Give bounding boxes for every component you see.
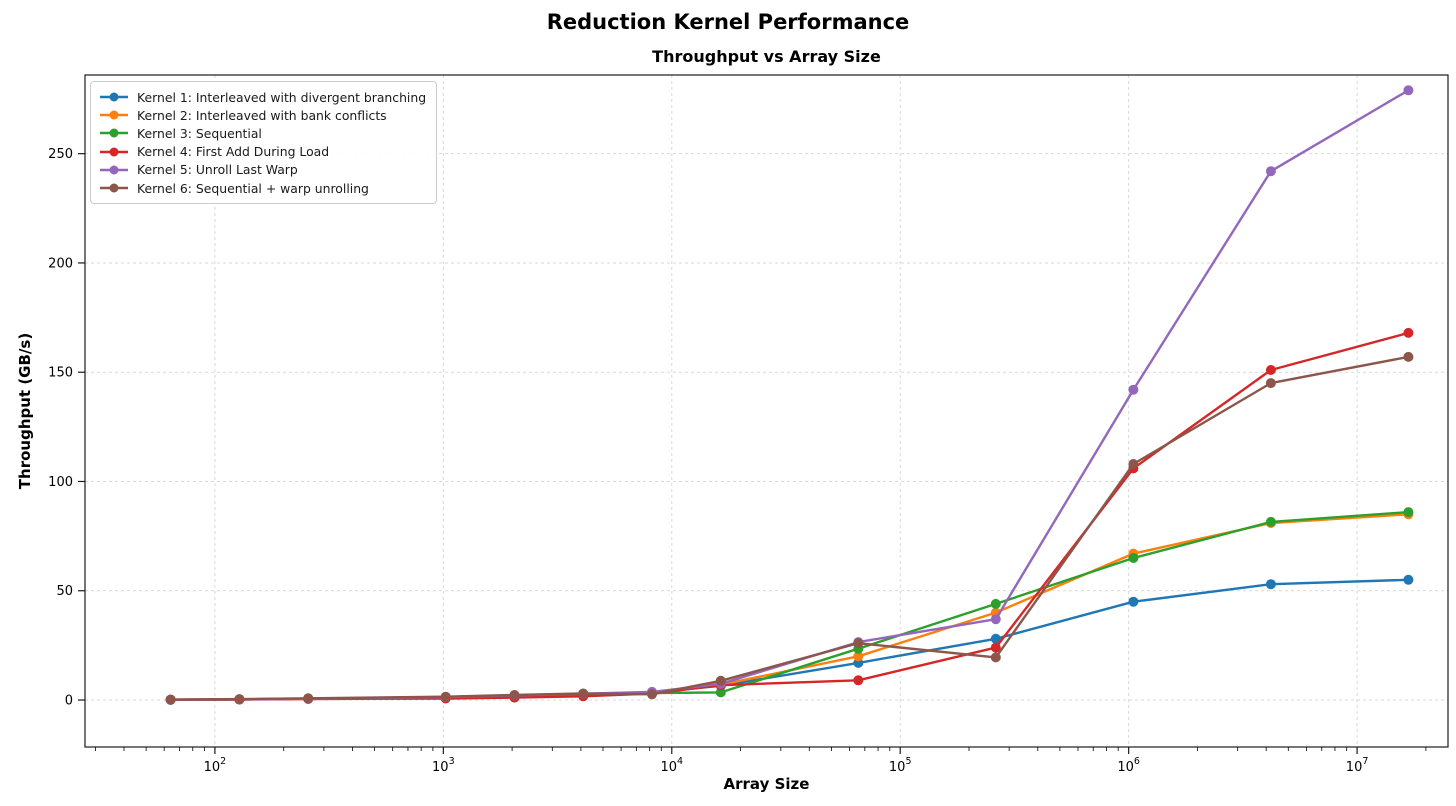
y-tick-label: 250: [48, 147, 73, 162]
figure-title: Reduction Kernel Performance: [546, 10, 910, 34]
legend-swatch-icon: [100, 92, 128, 102]
data-point: [1403, 351, 1414, 362]
x-tick-label: 102: [204, 756, 227, 775]
data-point: [165, 694, 176, 705]
data-point: [715, 675, 726, 686]
x-tick-label: 106: [1117, 756, 1140, 775]
data-point: [578, 688, 589, 699]
legend-swatch-icon: [100, 110, 128, 120]
data-point: [1403, 574, 1414, 585]
legend-label: Kernel 4: First Add During Load: [137, 144, 330, 160]
data-point: [853, 638, 864, 649]
x-axis-label: Array Size: [723, 775, 810, 793]
legend: Kernel 1: Interleaved with divergent bra…: [90, 81, 438, 205]
legend-swatch-icon: [100, 183, 128, 193]
data-point: [1403, 507, 1414, 518]
legend-swatch-icon: [100, 128, 128, 138]
legend-swatch-icon: [100, 147, 128, 157]
series-line-6: [169, 355, 1410, 701]
data-point: [715, 687, 726, 698]
data-point: [1403, 85, 1414, 96]
series-line-3: [169, 510, 1410, 701]
data-point: [990, 642, 1001, 653]
legend-item-kernel-5: Kernel 5: Unroll Last Warp: [99, 161, 426, 179]
data-point: [509, 690, 520, 700]
data-point: [1128, 596, 1139, 607]
data-point: [1403, 327, 1414, 338]
y-axis-label: Throughput (GB/s): [16, 332, 34, 490]
legend-item-kernel-4: Kernel 4: First Add During Load: [99, 143, 426, 161]
data-point: [1128, 553, 1139, 563]
data-point: [1265, 166, 1276, 177]
legend-swatch-icon: [100, 165, 128, 175]
legend-label: Kernel 5: Unroll Last Warp: [137, 162, 298, 178]
legend-item-kernel-1: Kernel 1: Interleaved with divergent bra…: [99, 88, 426, 106]
data-point: [853, 675, 864, 686]
y-tick-label: 100: [48, 475, 73, 490]
data-point: [440, 691, 451, 702]
y-tick-label: 200: [48, 256, 73, 271]
data-point: [990, 652, 1001, 663]
x-tick-label: 105: [889, 756, 912, 775]
data-point: [1265, 516, 1276, 527]
y-tick-label: 0: [65, 694, 73, 709]
data-point: [1265, 378, 1276, 389]
series-line-4: [169, 331, 1410, 701]
legend-item-kernel-2: Kernel 2: Interleaved with bank conflict…: [99, 106, 426, 124]
plot-border: [84, 74, 1449, 748]
data-point: [1265, 579, 1276, 590]
legend-label: Kernel 6: Sequential + warp unrolling: [137, 180, 369, 196]
legend-item-kernel-3: Kernel 3: Sequential: [99, 124, 426, 142]
legend-label: Kernel 2: Interleaved with bank conflict…: [137, 107, 387, 123]
legend-label: Kernel 3: Sequential: [137, 125, 262, 141]
data-point: [1265, 365, 1276, 375]
data-point: [303, 693, 314, 704]
data-point: [990, 614, 1001, 625]
data-point: [990, 633, 1001, 644]
data-point: [234, 694, 245, 705]
data-point: [1128, 384, 1139, 395]
data-point: [1128, 459, 1139, 469]
data-point: [647, 689, 657, 700]
y-tick-label: 50: [56, 584, 73, 599]
x-tick-label: 103: [432, 756, 455, 775]
y-tick-label: 150: [48, 366, 73, 381]
legend-label: Kernel 1: Interleaved with divergent bra…: [137, 89, 427, 105]
data-point: [990, 598, 1001, 609]
axes-title: Throughput vs Array Size: [652, 47, 881, 66]
data-point: [853, 651, 864, 662]
legend-item-kernel-6: Kernel 6: Sequential + warp unrolling: [99, 179, 426, 197]
x-tick-label: 107: [1346, 756, 1369, 775]
x-tick-label: 104: [660, 756, 683, 775]
series-line-2: [169, 513, 1410, 701]
